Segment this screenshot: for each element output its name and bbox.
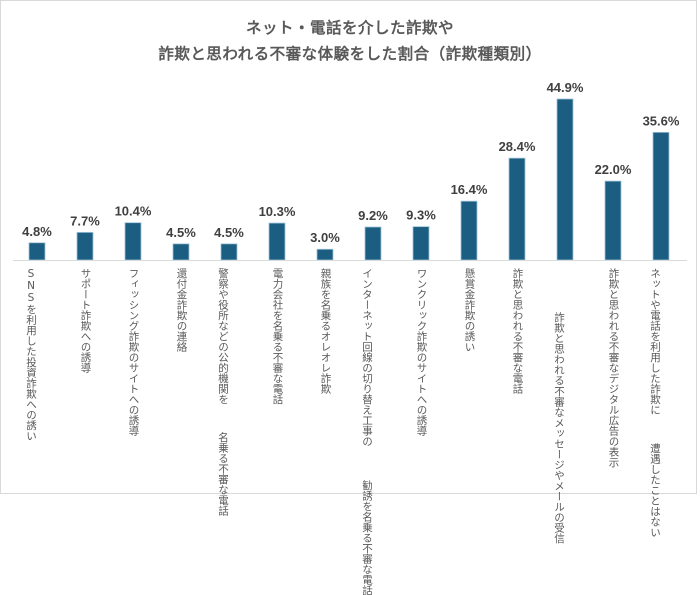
- category-label: サポート詐欺への誘導: [79, 268, 92, 373]
- bar: [461, 201, 477, 260]
- category-label-line: 電力会社を名乗る不審な電話: [271, 268, 284, 405]
- category-label-line: 還付金詐欺の連絡: [175, 268, 188, 352]
- category-label-line: ネットや電話を利用した詐欺に: [648, 268, 661, 415]
- bar: [221, 244, 237, 260]
- bar: [557, 99, 573, 260]
- data-label: 3.0%: [310, 230, 340, 245]
- data-label: 16.4%: [451, 182, 488, 197]
- category-label-line: ワンクリック詐欺のサイトへの誘導: [415, 268, 428, 436]
- category-label: 電力会社を名乗る不審な電話: [271, 268, 284, 405]
- data-label: 22.0%: [595, 162, 632, 177]
- data-label: 7.7%: [70, 213, 100, 228]
- category-label-line: 詐欺と思われる不審な電話: [511, 268, 524, 394]
- data-label: 10.3%: [259, 204, 296, 219]
- bar-chart: 4.8% 7.7% 10.4% 4.5% 4.5% 10.3% 3.0% 9.2% 9.3% 16…: [0, 0, 700, 497]
- data-label: 4.8%: [22, 224, 52, 239]
- category-label: 還付金詐欺の連絡: [175, 268, 188, 352]
- category-label: 親族を名乗るオレオレ詐欺: [319, 268, 332, 394]
- category-label-line: SNSを利用した: [24, 268, 37, 357]
- category-label-line: 詐欺と思われる: [552, 268, 565, 386]
- category-label: ワンクリック詐欺のサイトへの誘導: [415, 268, 428, 436]
- category-label-line: フィッシング詐欺のサイトへの誘導: [127, 268, 140, 436]
- bars-group: [29, 99, 669, 260]
- data-label: 28.4%: [499, 139, 536, 154]
- category-label: 詐欺と思われる不審なメッセージやメールの受信: [552, 268, 565, 543]
- category-label: 詐欺と思われる不審な電話: [511, 268, 524, 394]
- value-labels-group: 4.8% 7.7% 10.4% 4.5% 4.5% 10.3% 3.0% 9.2% 9.3% 16…: [22, 80, 680, 245]
- data-label: 9.2%: [358, 208, 388, 223]
- data-label: 4.5%: [214, 225, 244, 240]
- category-label-line: 懸賞金詐欺の誘い: [463, 268, 476, 352]
- category-label: 警察や役所などの公的機関を名乗る不審な電話: [216, 268, 229, 516]
- category-label-line: 警察や役所などの公的機関を: [216, 268, 229, 405]
- bar: [509, 158, 525, 260]
- category-label-line: 勧誘を名乗る不審な電話: [360, 447, 373, 595]
- data-label: 35.6%: [643, 113, 680, 128]
- category-label-line: 親族を名乗るオレオレ詐欺: [319, 268, 332, 394]
- category-label: 詐欺と思われる不審なデジタル広告の表示: [607, 268, 620, 468]
- data-label: 10.4%: [115, 204, 152, 219]
- bar: [413, 227, 429, 260]
- category-label-line: インターネット回線の切り替え工事の: [360, 268, 373, 447]
- bar: [317, 249, 333, 260]
- bar: [77, 232, 93, 260]
- bar: [29, 243, 45, 260]
- data-label: 4.5%: [166, 225, 196, 240]
- data-label: 44.9%: [547, 80, 584, 95]
- bar: [269, 223, 285, 260]
- category-label-line: 投資詐欺への誘い: [24, 357, 37, 441]
- bar: [173, 244, 189, 260]
- category-label-line: 詐欺と思われる不審なデジタル広告の表示: [607, 268, 620, 468]
- category-label-line: サポート詐欺への誘導: [79, 268, 92, 373]
- bar: [605, 181, 621, 260]
- category-label-line: 不審なメッセージやメールの受信: [552, 386, 565, 544]
- category-label-line: 遭遇したことはない: [648, 415, 661, 537]
- category-label: インターネット回線の切り替え工事の勧誘を名乗る不審な電話: [360, 268, 373, 595]
- category-label: 懸賞金詐欺の誘い: [463, 268, 476, 352]
- bar: [653, 132, 669, 260]
- bar: [365, 227, 381, 260]
- category-label-line: 名乗る不審な電話: [216, 405, 229, 517]
- bar: [125, 223, 141, 260]
- category-label: フィッシング詐欺のサイトへの誘導: [127, 268, 140, 436]
- category-label: SNSを利用した投資詐欺への誘い: [24, 268, 37, 441]
- data-label: 9.3%: [406, 208, 436, 223]
